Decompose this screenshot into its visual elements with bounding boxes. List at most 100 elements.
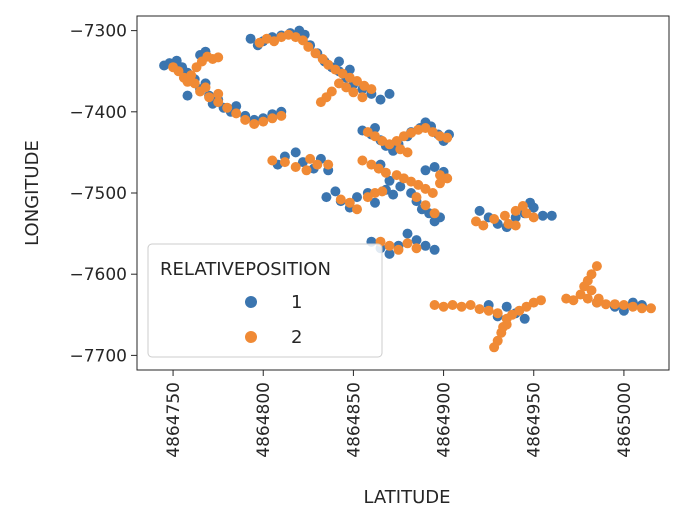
point-series-2 — [352, 76, 362, 86]
point-series-1 — [501, 301, 512, 312]
point-series-2 — [427, 188, 438, 198]
point-series-1 — [384, 248, 395, 259]
point-series-1 — [370, 197, 380, 208]
point-series-2 — [618, 300, 629, 310]
point-series-2 — [489, 342, 500, 353]
point-series-1 — [411, 235, 422, 246]
point-series-1 — [384, 88, 395, 99]
point-series-2 — [312, 159, 323, 170]
point-series-2 — [456, 301, 467, 312]
point-series-1 — [290, 147, 301, 158]
point-series-1 — [388, 189, 399, 200]
point-series-2 — [377, 186, 388, 197]
point-series-2 — [627, 301, 638, 312]
point-series-2 — [429, 300, 440, 310]
point-series-2 — [344, 197, 355, 208]
point-series-2 — [447, 300, 458, 310]
point-series-2 — [429, 208, 440, 219]
point-series-2 — [442, 173, 453, 184]
point-series-2 — [438, 301, 449, 312]
point-series-2 — [442, 132, 453, 143]
point-series-2 — [402, 147, 413, 158]
point-series-2 — [305, 153, 316, 164]
point-series-2 — [465, 300, 476, 310]
point-series-2 — [384, 240, 395, 251]
point-series-2 — [492, 308, 503, 319]
point-series-1 — [395, 181, 406, 192]
point-series-1 — [375, 94, 386, 105]
legend-box — [147, 243, 383, 358]
x-tick-label: 4865000 — [615, 382, 635, 458]
point-series-2 — [503, 218, 514, 229]
point-series-2 — [510, 205, 521, 216]
legend-label-series-1: 1 — [291, 292, 302, 313]
point-series-2 — [204, 92, 215, 103]
point-series-2 — [213, 97, 224, 108]
point-series-2 — [303, 41, 314, 52]
point-series-1 — [182, 90, 193, 101]
point-series-1 — [420, 240, 431, 251]
point-series-1 — [245, 33, 256, 44]
point-series-1 — [429, 244, 440, 255]
point-series-2 — [249, 119, 260, 129]
x-tick-label: 4864800 — [254, 382, 274, 458]
point-series-2 — [474, 304, 485, 315]
point-series-2 — [586, 285, 597, 296]
point-series-2 — [258, 116, 269, 127]
point-series-2 — [290, 162, 301, 172]
point-series-2 — [279, 157, 290, 168]
point-series-1 — [384, 175, 395, 186]
point-series-2 — [593, 293, 604, 304]
points-layer — [159, 25, 656, 353]
x-tick-label: 4864900 — [435, 382, 455, 458]
point-series-2 — [411, 243, 422, 254]
point-series-2 — [267, 155, 278, 166]
point-series-2 — [200, 82, 211, 93]
x-tick-label: 4864750 — [164, 382, 184, 458]
point-series-2 — [186, 70, 197, 81]
point-series-1 — [231, 101, 242, 112]
legend-title: RELATIVEPOSITION — [160, 259, 331, 280]
point-series-2 — [380, 167, 391, 178]
y-tick-label: −7600 — [69, 265, 127, 285]
point-series-2 — [310, 48, 321, 59]
point-series-2 — [536, 295, 546, 306]
point-series-1 — [402, 228, 413, 239]
point-series-1 — [321, 192, 332, 203]
point-series-2 — [213, 52, 224, 63]
point-series-2 — [600, 299, 611, 310]
point-series-1 — [429, 162, 440, 172]
point-series-2 — [478, 220, 489, 231]
point-series-2 — [420, 183, 431, 194]
point-series-2 — [357, 92, 368, 103]
point-series-2 — [489, 214, 500, 224]
point-series-2 — [586, 269, 597, 280]
point-series-2 — [411, 192, 422, 203]
legend-marker-series-2 — [245, 331, 257, 343]
point-series-2 — [582, 293, 593, 304]
point-series-2 — [370, 131, 380, 142]
point-series-2 — [357, 155, 368, 166]
point-series-2 — [323, 59, 334, 70]
point-series-1 — [546, 210, 557, 221]
point-series-2 — [334, 78, 344, 89]
point-series-2 — [568, 295, 579, 306]
y-tick-label: −7400 — [69, 103, 127, 123]
point-series-2 — [636, 303, 647, 314]
point-series-2 — [402, 238, 413, 249]
point-series-2 — [609, 299, 620, 310]
y-tick-label: −7700 — [69, 346, 127, 366]
x-tick-label: 4864850 — [344, 382, 364, 458]
point-series-2 — [335, 194, 346, 205]
legend-marker-series-1 — [245, 296, 257, 308]
y-tick-label: −7300 — [69, 22, 127, 42]
point-series-2 — [222, 102, 233, 113]
point-series-2 — [420, 123, 431, 133]
point-series-2 — [591, 261, 602, 272]
point-series-2 — [646, 303, 656, 314]
point-series-2 — [393, 244, 404, 255]
point-series-1 — [330, 186, 341, 197]
point-series-2 — [301, 165, 312, 176]
legend-label-series-2: 2 — [291, 327, 302, 348]
